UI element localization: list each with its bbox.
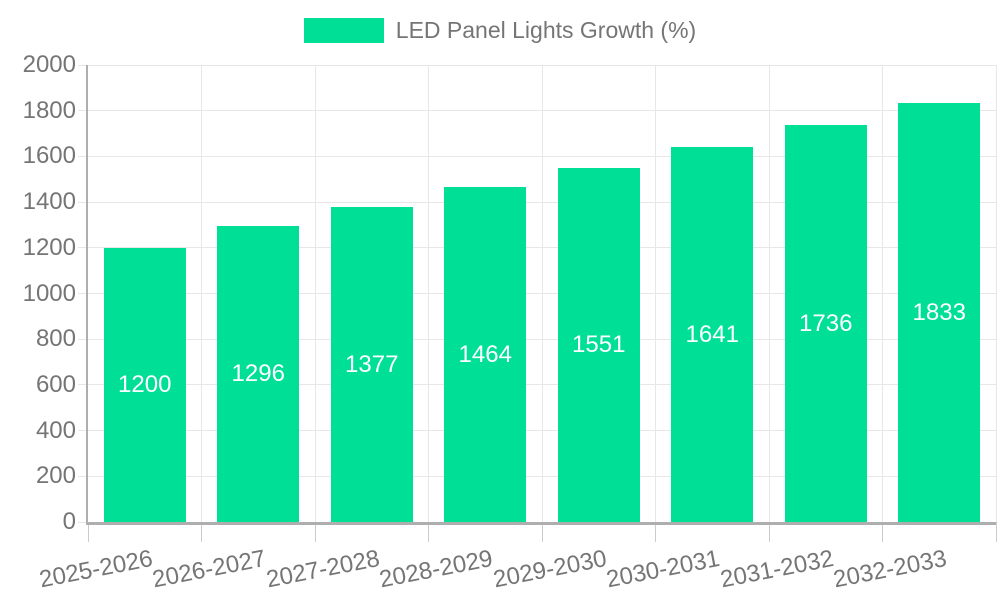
y-axis-tick [78, 384, 88, 386]
x-axis-tick [428, 522, 429, 542]
legend-item[interactable]: LED Panel Lights Growth (%) [303, 17, 697, 44]
x-axis-tick [995, 522, 997, 542]
x-axis-tick-label: 2026-2027 [150, 545, 269, 594]
x-axis-tick-label: 2029-2030 [491, 545, 609, 594]
y-axis-tick-label: 2000 [22, 51, 76, 78]
x-axis-tick [314, 522, 316, 542]
legend-label: LED Panel Lights Growth (%) [395, 17, 697, 43]
bar-2027-2028[interactable] [330, 207, 413, 522]
y-axis-tick [78, 247, 88, 249]
x-axis-tick [768, 522, 770, 542]
y-axis-tick-label: 800 [35, 325, 76, 353]
legend: LED Panel Lights Growth (%) [0, 17, 1000, 44]
x-axis-tick-label: 2032-2033 [831, 545, 950, 594]
y-axis-tick-label: 200 [35, 462, 76, 490]
y-axis-tick [78, 110, 88, 112]
y-axis-tick [78, 338, 88, 340]
bar-2032-2033[interactable] [898, 103, 981, 522]
bar-value-label: 1464 [458, 340, 512, 368]
x-axis-tick-label: 2028-2029 [377, 545, 496, 594]
gridline [655, 65, 656, 522]
bar-2025-2026[interactable] [103, 247, 186, 522]
gridline [541, 65, 543, 522]
gridline [428, 65, 429, 522]
y-axis-tick-label: 1000 [22, 279, 76, 307]
y-axis-tick [78, 475, 88, 477]
y-axis-tick [78, 430, 88, 432]
y-axis-tick-label: 1800 [22, 96, 76, 124]
x-axis-tick [201, 522, 202, 542]
bar-value-label: 1641 [685, 320, 739, 348]
x-axis-tick [655, 522, 656, 542]
y-axis-tick [78, 293, 88, 294]
gridline [882, 65, 883, 522]
bar-2031-2032[interactable] [784, 125, 867, 522]
y-axis-tick [78, 64, 88, 66]
y-axis-tick [78, 201, 88, 203]
bar-value-label: 1551 [572, 330, 626, 358]
gridline [768, 65, 770, 522]
x-axis-tick-label: 2027-2028 [264, 545, 382, 594]
y-axis-tick-label: 0 [62, 508, 76, 535]
legend-swatch-icon [303, 18, 384, 43]
x-axis-tick [882, 522, 883, 542]
y-axis-line [86, 65, 88, 524]
gridline [201, 65, 202, 522]
bar-value-label: 1833 [912, 298, 966, 326]
y-axis-tick-label: 1400 [22, 188, 76, 216]
gridline [995, 65, 997, 522]
bar-value-label: 1296 [231, 359, 285, 387]
y-axis-tick-label: 600 [35, 370, 76, 398]
bar-2029-2030[interactable] [557, 167, 640, 522]
bar-2028-2029[interactable] [444, 187, 527, 522]
x-axis-tick-label: 2030-2031 [604, 545, 723, 594]
gridline [314, 65, 316, 522]
x-axis-tick [541, 522, 543, 542]
bar-2026-2027[interactable] [217, 225, 300, 522]
bar-value-label: 1736 [799, 309, 853, 337]
x-axis-line [86, 522, 996, 525]
x-axis-tick [87, 522, 89, 542]
y-axis-tick-label: 1600 [22, 142, 76, 170]
x-axis-tick-label: 2031-2032 [718, 545, 836, 594]
y-axis-tick-label: 1200 [22, 233, 76, 261]
bar-2030-2031[interactable] [671, 147, 754, 522]
y-axis-tick-label: 400 [35, 416, 76, 444]
bar-value-label: 1377 [345, 350, 399, 378]
bar-value-label: 1200 [118, 370, 172, 398]
y-axis-tick [78, 155, 88, 157]
x-axis-tick-label: 2025-2026 [37, 545, 155, 594]
y-axis-tick [78, 521, 88, 523]
